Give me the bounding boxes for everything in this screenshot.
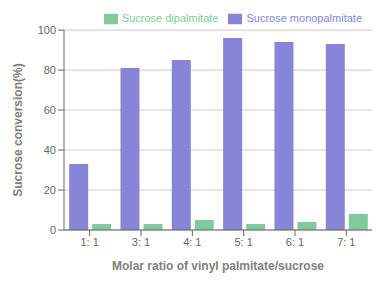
svg-text:6: 1: 6: 1	[286, 236, 304, 248]
svg-text:20: 20	[44, 184, 56, 196]
svg-text:100: 100	[38, 24, 56, 36]
svg-text:80: 80	[44, 64, 56, 76]
svg-text:4: 1: 4: 1	[183, 236, 201, 248]
svg-text:7: 1: 7: 1	[337, 236, 355, 248]
html-text:Sucrose monopalmitate: Sucrose monopalmitate	[246, 12, 362, 24]
svg-text:Molar ratio of vinyl palmitate: Molar ratio of vinyl palmitate/sucrose	[112, 259, 324, 273]
svg-text:Sucrose conversion(%): Sucrose conversion(%)	[11, 63, 25, 196]
svg-text:60: 60	[44, 104, 56, 116]
svg-text:3: 1: 3: 1	[132, 236, 150, 248]
svg-text:40: 40	[44, 144, 56, 156]
svg-text:1: 1: 1: 1	[80, 236, 98, 248]
svg-text:0: 0	[50, 224, 56, 236]
svg-text:5: 1: 5: 1	[234, 236, 252, 248]
html-text:Sucrose dipalmitate: Sucrose dipalmitate	[121, 12, 219, 24]
